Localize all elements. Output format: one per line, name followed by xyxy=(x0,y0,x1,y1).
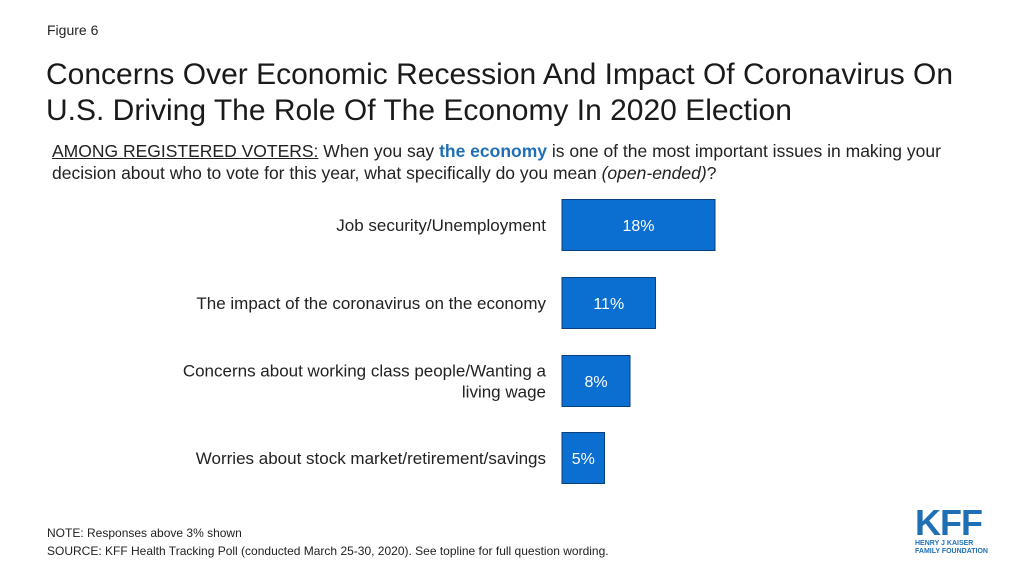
subtitle-highlight: the economy xyxy=(439,141,548,161)
bar-value-label-3: 5% xyxy=(572,451,595,468)
category-label-2: Concerns about working class people/Want… xyxy=(183,362,547,402)
bar-value-label-1: 11% xyxy=(593,296,624,313)
logo-mark: KFF xyxy=(915,502,983,543)
logo-line-2: FAMILY FOUNDATION xyxy=(915,548,988,555)
footer-source: SOURCE: KFF Health Tracking Poll (conduc… xyxy=(47,544,609,558)
subtitle-prefix: AMONG REGISTERED VOTERS: xyxy=(52,141,319,161)
subtitle-italic: (open-ended) xyxy=(601,163,707,183)
subtitle-text-before: When you say xyxy=(318,141,440,161)
category-label-3: Worries about stock market/retirement/sa… xyxy=(196,449,546,468)
figure-label: Figure 6 xyxy=(47,22,99,38)
chart-subtitle: AMONG REGISTERED VOTERS: When you say th… xyxy=(52,140,1002,184)
bar-3 xyxy=(561,432,605,484)
bar-0 xyxy=(561,199,716,251)
footer-note: NOTE: Responses above 3% shown xyxy=(47,526,242,540)
bar-2 xyxy=(561,355,631,407)
category-label-1: The impact of the coronavirus on the eco… xyxy=(196,294,546,313)
bar-1 xyxy=(561,277,656,329)
bar-value-label-2: 8% xyxy=(584,374,607,391)
category-label-0: Job security/Unemployment xyxy=(336,216,546,235)
subtitle-end: ? xyxy=(706,163,717,183)
bar-value-label-0: 18% xyxy=(622,218,654,235)
chart-title: Concerns Over Economic Recession And Imp… xyxy=(46,58,954,127)
logo-line-1: HENRY J KAISER xyxy=(915,540,974,547)
kff-logo: KFF HENRY J KAISER FAMILY FOUNDATION xyxy=(915,502,995,562)
subtitle-text-after: is one of the most important issues in m… xyxy=(52,141,941,183)
